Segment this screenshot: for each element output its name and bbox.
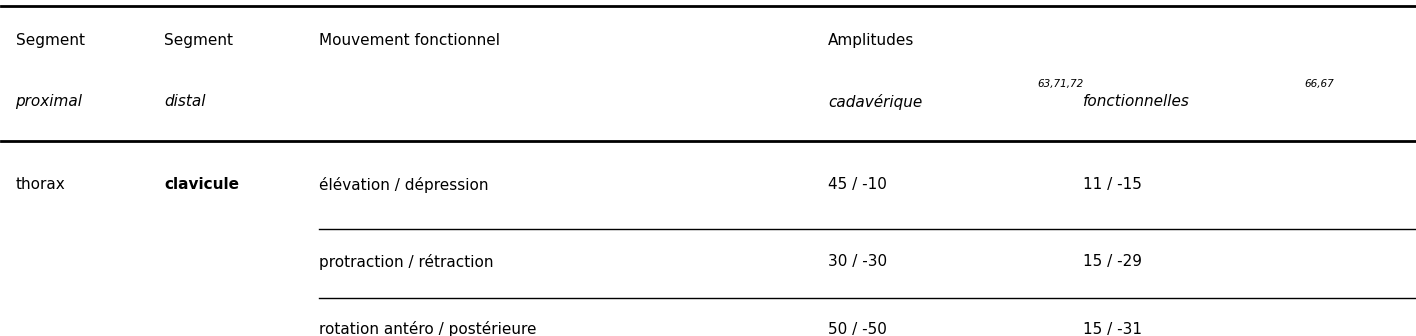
Text: 50 / -50: 50 / -50 (828, 322, 886, 336)
Text: 15 / -31: 15 / -31 (1082, 322, 1141, 336)
Text: cadavérique: cadavérique (828, 94, 922, 110)
Text: 45 / -10: 45 / -10 (828, 177, 886, 192)
Text: élévation / dépression: élévation / dépression (320, 177, 489, 193)
Text: Amplitudes: Amplitudes (828, 33, 915, 48)
Text: thorax: thorax (16, 177, 65, 192)
Text: fonctionnelles: fonctionnelles (1082, 94, 1189, 109)
Text: clavicule: clavicule (164, 177, 239, 192)
Text: 15 / -29: 15 / -29 (1082, 254, 1141, 269)
Text: Mouvement fonctionnel: Mouvement fonctionnel (320, 33, 500, 48)
Text: 30 / -30: 30 / -30 (828, 254, 888, 269)
Text: Segment: Segment (16, 33, 85, 48)
Text: distal: distal (164, 94, 205, 109)
Text: 63,71,72: 63,71,72 (1038, 80, 1083, 89)
Text: protraction / rétraction: protraction / rétraction (320, 254, 494, 270)
Text: 66,67: 66,67 (1304, 80, 1334, 89)
Text: proximal: proximal (16, 94, 82, 109)
Text: rotation antéro / postérieure: rotation antéro / postérieure (320, 321, 537, 336)
Text: Segment: Segment (164, 33, 232, 48)
Text: 11 / -15: 11 / -15 (1082, 177, 1141, 192)
